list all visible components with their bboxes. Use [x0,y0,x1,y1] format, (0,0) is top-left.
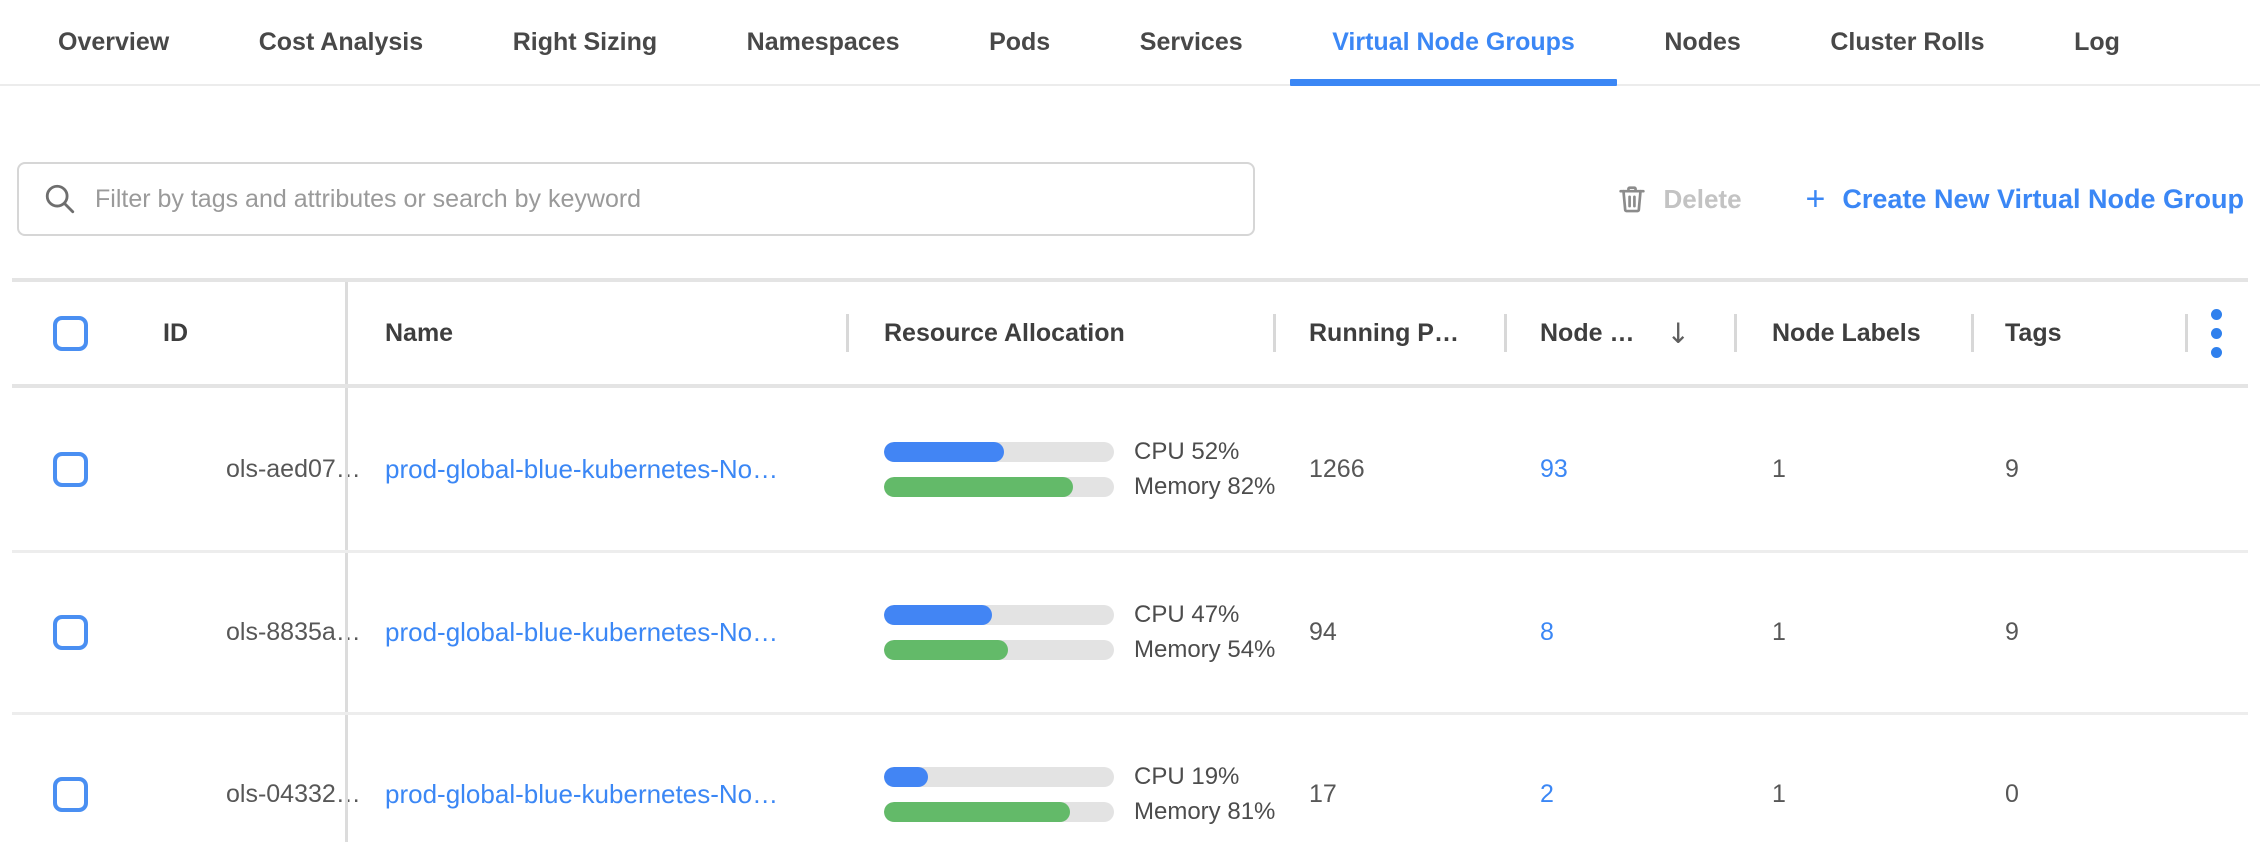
search-icon [45,184,75,214]
header-id[interactable]: ID [163,318,188,347]
tab-services[interactable]: Services [1139,27,1243,56]
header-tags[interactable]: Tags [1971,282,2185,384]
cpu-label: CPU 19% [1134,763,1240,790]
memory-label: Memory 82% [1134,472,1276,500]
row-node-labels: 1 [1772,618,1786,646]
toolbar: Delete + Create New Virtual Node Group [0,86,2260,278]
row-resource-allocation: CPU 47% Memory 54% [846,553,1276,712]
table-header-row: ID Name Resource Allocation Running P… N… [12,282,2248,388]
tab-right-sizing[interactable]: Right Sizing [512,27,658,56]
tab-log[interactable]: Log [2074,27,2120,56]
row-checkbox[interactable] [53,615,88,650]
tab-virtual-node-groups[interactable]: Virtual Node Groups [1290,0,1617,86]
row-node-labels: 1 [1772,780,1786,808]
memory-label: Memory 54% [1134,636,1276,663]
row-name-link[interactable]: prod-global-blue-kubernetes-No… [385,617,779,647]
tab-namespaces[interactable]: Namespaces [746,27,900,56]
column-options-kebab-icon[interactable] [2207,305,2226,362]
memory-label: Memory 81% [1134,798,1276,825]
select-all-checkbox[interactable] [53,315,88,351]
table-row: ols-aed07… prod-global-blue-kubernetes-N… [12,388,2248,550]
cpu-progress-bar [884,767,1114,787]
table-row: ols-04332… prod-global-blue-kubernetes-N… [12,712,2248,842]
row-nodes-link[interactable]: 2 [1540,780,1554,808]
row-nodes-link[interactable]: 93 [1540,454,1568,483]
create-virtual-node-group-button[interactable]: + Create New Virtual Node Group [1806,182,2244,216]
row-resource-allocation: CPU 19% Memory 81% [846,715,1276,842]
delete-button[interactable]: Delete [1615,182,1742,216]
header-running-pods[interactable]: Running P… [1273,282,1504,384]
memory-progress-bar [884,802,1114,822]
top-tab-bar: Overview Cost Analysis Right Sizing Name… [0,0,2260,86]
memory-progress-bar [884,476,1114,497]
tab-pods[interactable]: Pods [989,27,1051,56]
header-resource-allocation[interactable]: Resource Allocation [846,282,1273,384]
cpu-progress-bar [884,441,1114,462]
cpu-progress-bar [884,605,1114,625]
row-running-pods: 17 [1309,780,1337,808]
cpu-label: CPU 52% [1134,437,1240,465]
row-running-pods: 1266 [1309,454,1365,483]
header-name[interactable]: Name [345,282,846,384]
header-select-all-cell [12,282,130,384]
trash-icon [1618,186,1645,213]
plus-icon: + [1805,180,1826,218]
row-id: ols-04332… [226,780,361,808]
toolbar-actions: Delete + Create New Virtual Node Group [1615,162,2244,236]
header-nodes[interactable]: Node … ↓ [1504,282,1734,384]
row-tags: 9 [2005,454,2019,483]
header-nodes-label: Node … [1540,318,1635,347]
delete-label: Delete [1663,183,1742,214]
header-menu-cell [2185,282,2248,384]
row-running-pods: 94 [1309,618,1337,646]
row-tags: 0 [2005,780,2019,808]
row-nodes-link[interactable]: 8 [1540,618,1554,646]
tab-cluster-rolls[interactable]: Cluster Rolls [1830,27,1985,56]
tab-cost-analysis[interactable]: Cost Analysis [258,27,424,56]
header-node-labels[interactable]: Node Labels [1734,282,1971,384]
memory-progress-bar [884,640,1114,660]
row-resource-allocation: CPU 52% Memory 82% [846,388,1276,550]
tab-overview[interactable]: Overview [58,27,170,56]
row-checkbox[interactable] [53,777,88,812]
row-name-link[interactable]: prod-global-blue-kubernetes-No… [385,779,779,809]
table-row: ols-8835a… prod-global-blue-kubernetes-N… [12,550,2248,712]
row-name-link[interactable]: prod-global-blue-kubernetes-No… [385,453,779,484]
create-label: Create New Virtual Node Group [1842,183,2244,214]
cpu-label: CPU 47% [1134,601,1240,628]
tab-nodes[interactable]: Nodes [1664,27,1741,56]
row-tags: 9 [2005,618,2019,646]
row-node-labels: 1 [1772,454,1786,483]
virtual-node-groups-table: ID Name Resource Allocation Running P… N… [12,278,2248,842]
row-checkbox[interactable] [53,451,88,487]
sort-descending-icon[interactable]: ↓ [1666,316,1690,350]
search-input[interactable] [95,184,1233,214]
filter-search-box[interactable] [17,162,1255,236]
row-id: ols-aed07… [226,454,361,483]
row-id: ols-8835a… [226,618,361,646]
